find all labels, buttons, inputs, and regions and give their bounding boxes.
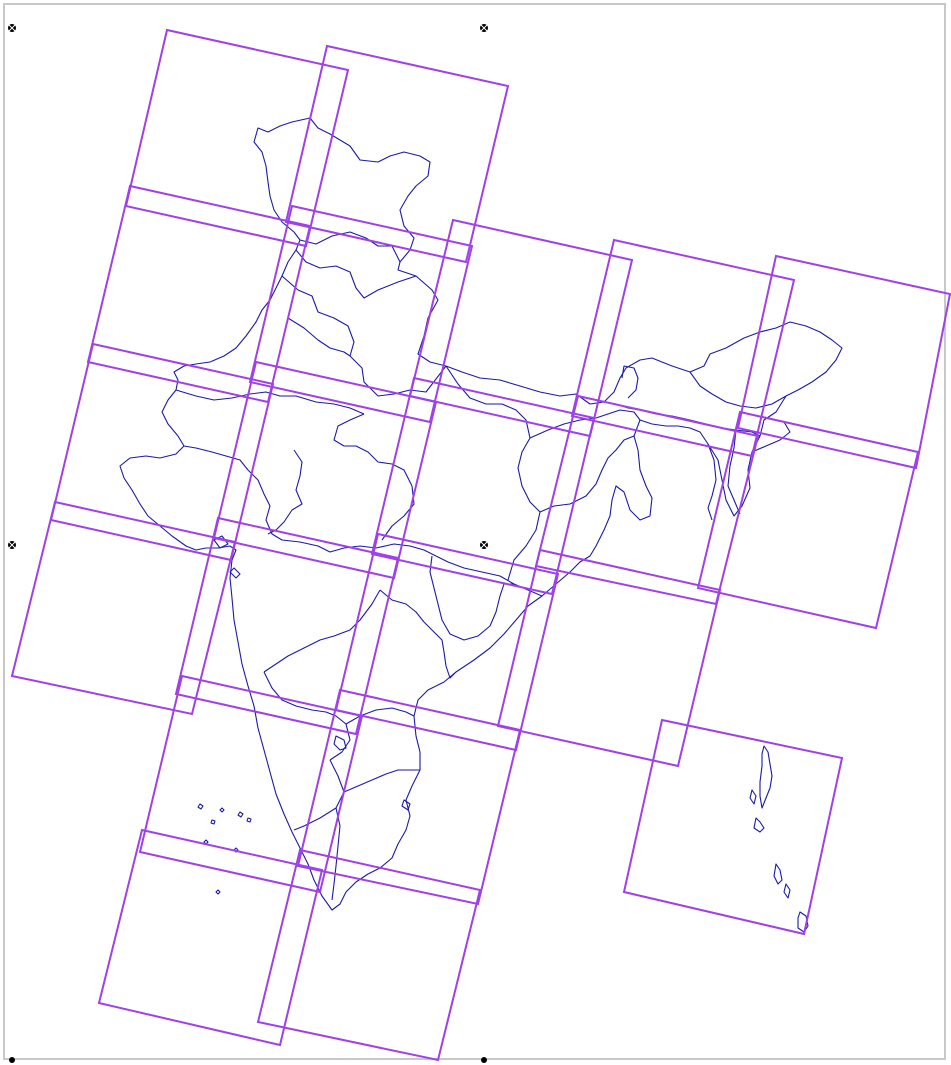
footprint-tile[interactable] [334, 532, 560, 752]
state-boundary [539, 435, 635, 513]
footprint-tiles [10, 28, 951, 1062]
state-boundary [751, 421, 791, 453]
handle-cross [480, 24, 488, 32]
enclave-puducherry [401, 799, 411, 811]
state-boundary [263, 589, 381, 673]
footprint-tile[interactable] [124, 28, 350, 248]
footprint-tile[interactable] [296, 688, 522, 906]
island-nicobar [773, 863, 783, 885]
island-lakshadweep [219, 807, 225, 813]
island-nicobar [783, 883, 791, 899]
state-boundary [379, 589, 457, 679]
selection-handles [8, 24, 488, 1063]
map-canvas[interactable] [3, 3, 946, 1060]
state-boundary [529, 409, 641, 439]
handle-dot [481, 1057, 487, 1063]
island-andaman-south [753, 817, 765, 833]
state-boundary [183, 445, 543, 597]
selection-handle[interactable] [480, 541, 488, 549]
footprint-tile[interactable] [97, 828, 324, 1047]
selection-handle[interactable] [8, 24, 16, 32]
footprint-tile[interactable] [86, 184, 312, 404]
island-lakshadweep [233, 847, 239, 853]
state-boundary [287, 317, 351, 357]
island-lakshadweep [197, 803, 204, 810]
state-boundary [445, 365, 541, 581]
island-andaman-north [759, 745, 773, 809]
footprint-tile[interactable] [408, 218, 634, 438]
footprint-tile[interactable] [736, 254, 951, 470]
handle-cross [8, 24, 16, 32]
state-boundary [429, 555, 514, 641]
state-boundary [267, 449, 303, 535]
footprint-tile[interactable] [174, 516, 400, 736]
handle-cross [480, 541, 488, 549]
island-lakshadweep [237, 811, 244, 818]
selection-handle[interactable] [481, 1057, 487, 1063]
island-lakshadweep [246, 817, 252, 823]
footprint-tile[interactable] [570, 238, 796, 458]
handle-dot [9, 1057, 15, 1063]
footprint-tile[interactable] [284, 44, 510, 264]
footprint-tile[interactable] [256, 848, 482, 1062]
footprint-tile[interactable] [622, 718, 844, 936]
india-boundaries [119, 117, 843, 933]
footprint-tile[interactable] [10, 500, 237, 716]
selection-handle[interactable] [9, 1057, 15, 1063]
island-andaman-west [749, 789, 757, 805]
handle-cross [8, 541, 16, 549]
india-outline [119, 117, 843, 911]
state-boundary [175, 389, 365, 415]
enclave-diu [213, 535, 229, 549]
footprint-tile[interactable] [138, 674, 364, 894]
state-boundary [621, 365, 639, 399]
state-boundary [281, 275, 447, 397]
footprint-tile[interactable] [696, 410, 920, 630]
enclave-goa [333, 735, 347, 751]
island-lakshadweep [210, 819, 216, 825]
state-boundary [295, 249, 417, 299]
state-boundary [727, 429, 741, 515]
state-boundary [345, 707, 415, 725]
state-boundary [689, 371, 787, 409]
state-boundary [707, 443, 717, 521]
state-boundary [343, 769, 420, 793]
selection-handle[interactable] [8, 541, 16, 549]
footprint-tile[interactable] [370, 376, 596, 596]
island-lakshadweep [215, 889, 221, 895]
footprint-tile[interactable] [496, 548, 722, 768]
footprint-tile[interactable] [248, 204, 474, 424]
state-boundary [331, 807, 341, 901]
state-boundary [333, 413, 415, 541]
state-boundary [263, 671, 351, 761]
selection-handle[interactable] [480, 24, 488, 32]
enclave-daman [229, 567, 241, 579]
